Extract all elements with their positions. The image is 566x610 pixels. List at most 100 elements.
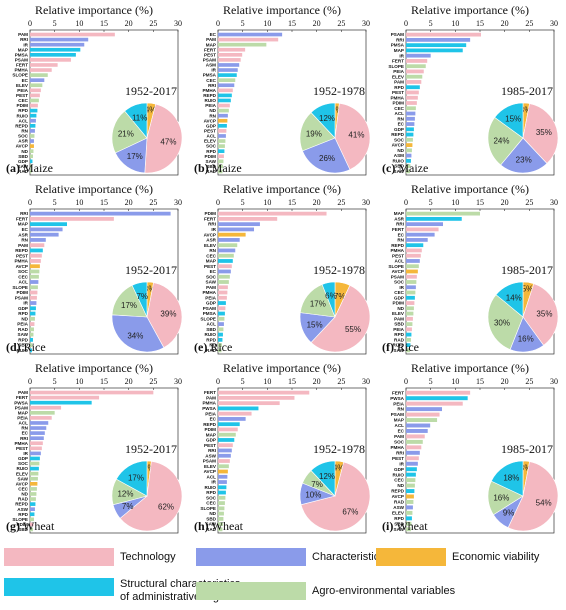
bar-label: RRI <box>20 37 28 42</box>
panel-c: Relative importance (%)0 5 10 15 20 25 30PSAMR… <box>382 3 559 176</box>
pie-slice-structural <box>495 281 524 318</box>
bar-label: AVCP <box>392 494 404 499</box>
bar-label: RPD <box>394 332 404 337</box>
bar-label: MAP <box>206 259 216 264</box>
pie-slice-agro <box>111 110 148 154</box>
bar-label: CEC <box>18 486 28 491</box>
tick-label: 25 <box>525 198 533 207</box>
bar-label: ELEV <box>392 74 405 79</box>
bar <box>30 290 38 295</box>
bar <box>30 512 35 517</box>
bar-label: RUIO <box>17 113 29 118</box>
bar <box>30 400 92 405</box>
bar-label: SOC <box>18 461 29 466</box>
bar-label: PEIA <box>17 322 28 327</box>
bar <box>218 480 227 484</box>
bar <box>30 471 39 476</box>
bar <box>406 137 413 142</box>
pie-slice-structural <box>131 281 148 318</box>
bar-label: PMHA <box>202 290 216 295</box>
bar-label: CEC <box>18 274 28 279</box>
bar-label: GDP <box>394 127 404 132</box>
period-label: 1952-1978 <box>313 84 365 98</box>
bar <box>218 134 226 138</box>
panel-label: (c) Maize <box>382 161 428 175</box>
pie-slice-technology <box>144 103 183 174</box>
bar-label: ELEV <box>204 139 217 144</box>
bar <box>30 129 35 133</box>
bar <box>406 238 428 242</box>
bar <box>30 487 37 491</box>
bar-label: EC <box>210 269 217 274</box>
bar <box>406 472 416 477</box>
bar <box>30 348 32 353</box>
bar <box>30 466 39 471</box>
panel-i: Relative importance (%)0 5 10 15 20 25 30FERTP… <box>382 361 559 534</box>
bar <box>30 316 35 321</box>
bar-label: PEIA <box>17 88 28 93</box>
bar <box>218 253 234 258</box>
bar <box>406 418 438 423</box>
tick-label: 10 <box>451 377 459 386</box>
bar-label: PSAM <box>15 57 28 62</box>
bar <box>218 443 233 448</box>
bar-label: REPD <box>391 489 404 494</box>
bar <box>30 68 52 72</box>
bar-label: RN <box>21 238 28 243</box>
bar-label: ACL <box>395 423 405 428</box>
bar-label: IR <box>211 68 216 73</box>
period-label: 1952-1978 <box>313 263 365 277</box>
bar <box>406 48 463 53</box>
bar-label: FERT <box>204 216 216 221</box>
bar-label: SLOPE <box>200 506 216 511</box>
bar-label: SLOPE <box>388 64 404 69</box>
bar <box>218 337 223 342</box>
pie-label: 12% <box>319 114 335 123</box>
bar-label: RPD <box>206 149 216 154</box>
bar <box>30 274 39 279</box>
bar <box>30 253 42 258</box>
bar <box>30 139 34 143</box>
bar-label: ASM <box>206 63 216 68</box>
bar-label: PMSA <box>203 73 217 78</box>
bar <box>218 516 224 521</box>
bar <box>406 37 471 42</box>
bar <box>218 459 230 463</box>
bar <box>406 494 414 499</box>
bar-label: SLOPE <box>12 285 28 290</box>
pie-label: 34% <box>127 331 143 340</box>
bar-label: ACL <box>395 259 405 264</box>
pie-slice-agro <box>487 117 524 166</box>
bar-label: RAD <box>18 169 29 174</box>
bar-label: SLOPE <box>12 517 28 522</box>
tick-label: 15 <box>476 198 484 207</box>
tick-label: 20 <box>125 377 133 386</box>
bar-label: MAP <box>18 410 28 415</box>
bar <box>30 502 36 506</box>
bar <box>406 306 414 311</box>
tick-label: 5 <box>53 377 57 386</box>
bar <box>406 499 414 504</box>
tick-label: 30 <box>362 377 370 386</box>
tick-label: 20 <box>125 198 133 207</box>
axis-title: Relative importance (%) <box>35 182 153 196</box>
bar-label: PSAM <box>15 405 28 410</box>
bar <box>218 348 222 353</box>
tick-label: 20 <box>125 19 133 28</box>
pie-label: 3% <box>520 105 532 114</box>
bar <box>406 445 422 450</box>
bar <box>218 474 228 479</box>
pie-label: 30% <box>494 318 510 327</box>
bar-label: RPD <box>394 516 404 521</box>
bar <box>30 63 58 67</box>
bar <box>30 113 37 118</box>
bar <box>218 52 243 57</box>
bar-label: ELEV <box>392 510 405 515</box>
bar-label: PEST <box>16 446 28 451</box>
bar-label: GDP <box>206 438 216 443</box>
bar <box>218 32 283 37</box>
pie-slice-technology <box>522 103 559 164</box>
bar <box>30 295 37 300</box>
bar-label: SOC <box>394 280 405 285</box>
bar <box>218 78 236 83</box>
